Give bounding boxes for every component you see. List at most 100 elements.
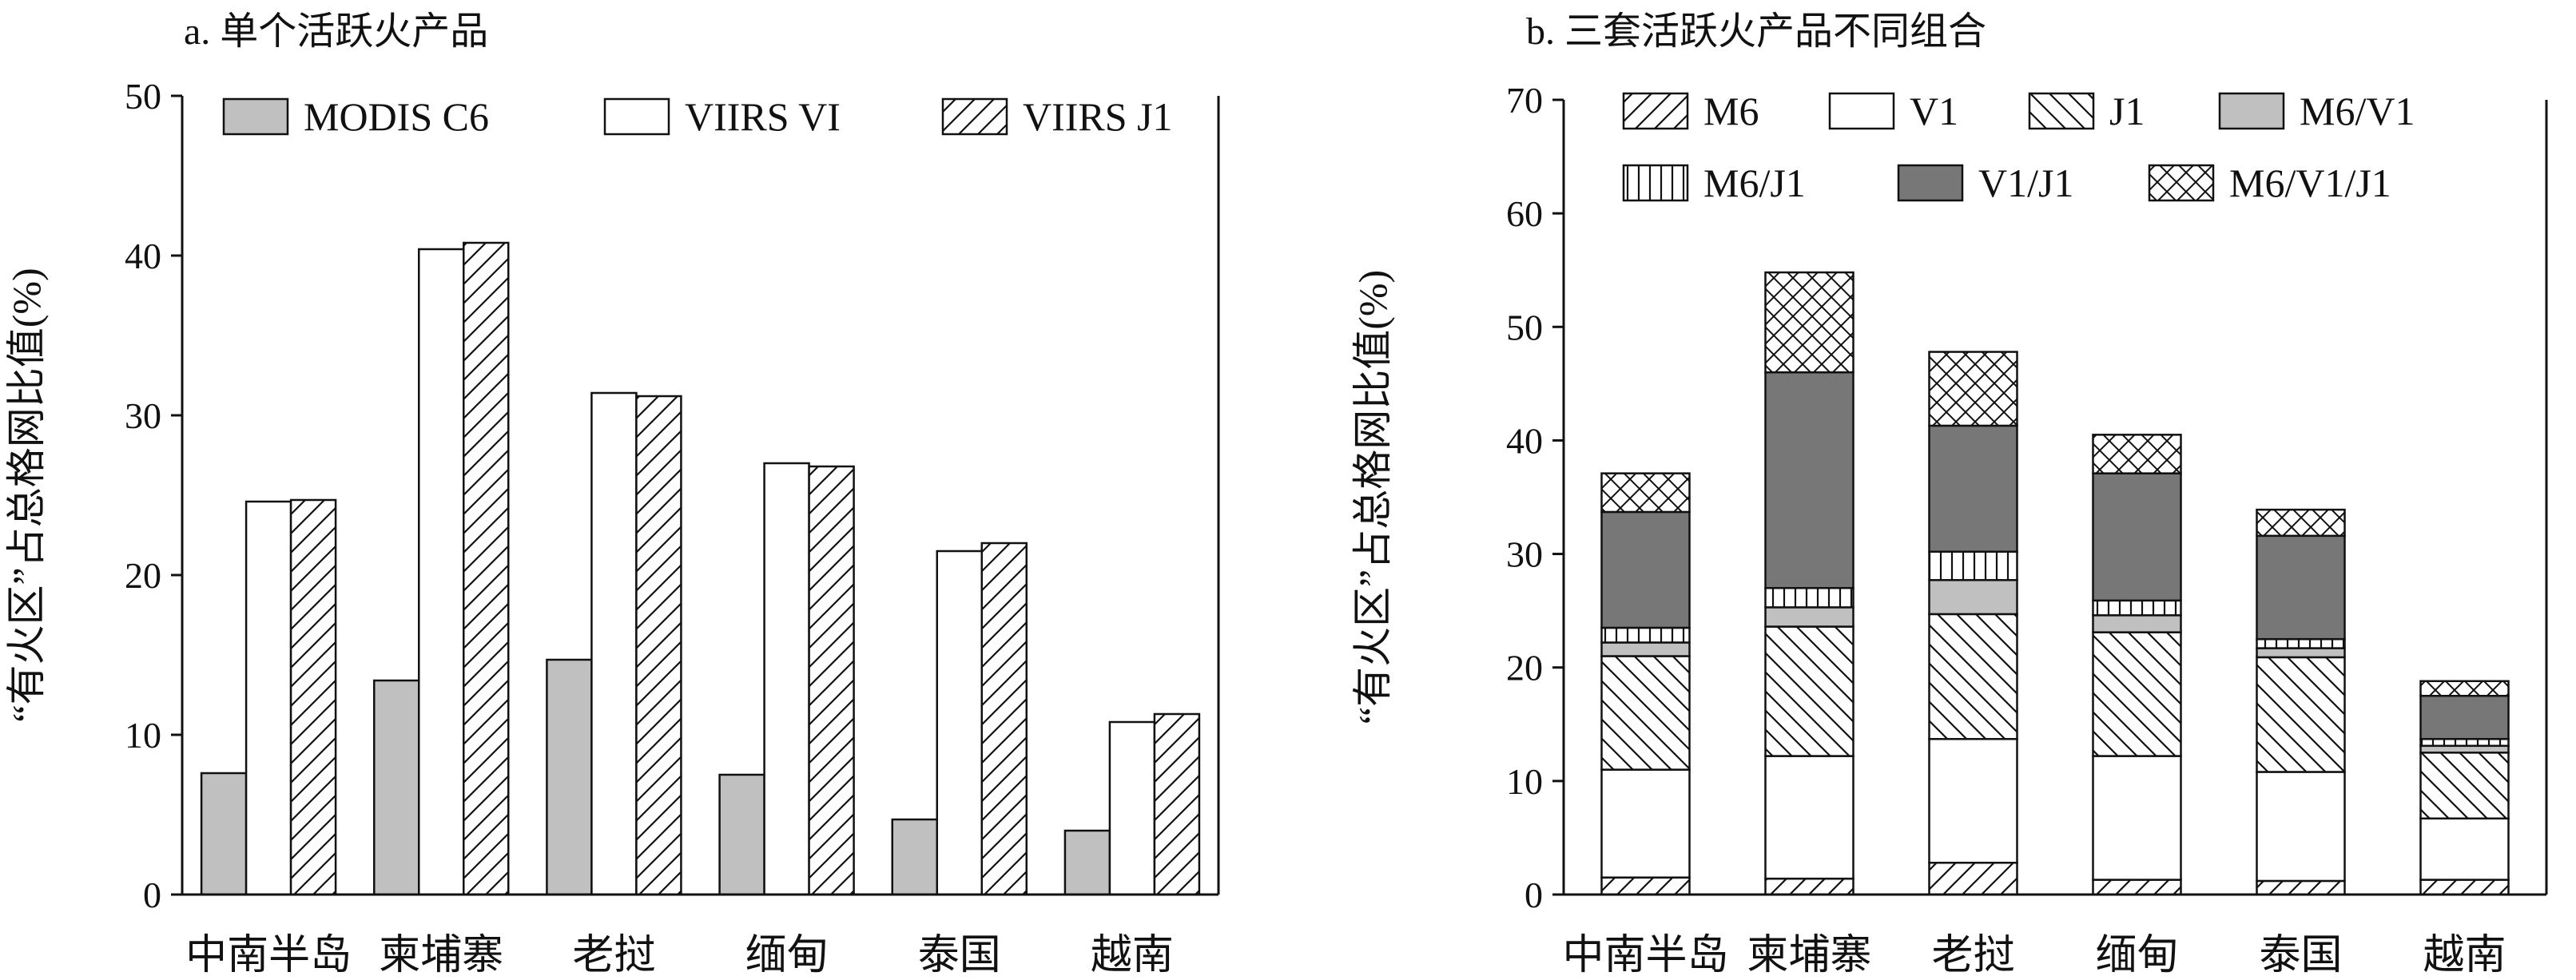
legend-swatch <box>941 97 1008 136</box>
legend-label: VIIRS J1 <box>1023 94 1173 139</box>
panel-b: b. 三套活跃火产品不同组合 0 10 20 30 40 50 60 70 中南半岛 柬埔寨 老挝 缅… <box>1350 10 2548 978</box>
bar-viirs-j1 <box>463 241 510 896</box>
y-tick-label: 10 <box>125 715 161 756</box>
stack-segment-m6-j1 <box>2092 599 2182 617</box>
bar-modis-c6 <box>891 818 938 896</box>
category-label: 越南 <box>2423 933 2506 978</box>
stack-segment-m6-v1-j1 <box>1600 472 1691 514</box>
bar-modis-c6 <box>200 772 248 896</box>
stack-segment-m6-v1-j1 <box>1764 271 1854 374</box>
legend-label: V1/J1 <box>1978 161 2073 205</box>
category-label: 柬埔寨 <box>1747 933 1871 978</box>
stack-segment-m6 <box>2092 879 2182 896</box>
category-label: 老挝 <box>1931 933 2014 978</box>
legend-label: M6/J1 <box>1703 161 1806 205</box>
bar-modis-c6 <box>373 679 420 896</box>
stack-segment-v1 <box>2092 755 2182 881</box>
stack-segment-j1 <box>1764 625 1854 757</box>
y-tick-label: 70 <box>1506 80 1543 121</box>
stack-segment-m6-j1 <box>2419 738 2510 748</box>
legend-swatch <box>1828 92 1895 130</box>
stack-segment-v1-j1 <box>1764 371 1854 589</box>
legend-label: VIIRS VI <box>685 94 841 139</box>
category-label: 中南半岛 <box>1562 933 1728 978</box>
y-tick-label: 30 <box>125 395 161 436</box>
category-label: 缅甸 <box>2095 933 2178 978</box>
bar-viirs-vi <box>763 462 810 896</box>
stack-segment-m6-j1 <box>1928 550 2018 581</box>
stack-segment-m6-v1 <box>2092 614 2182 633</box>
bar-modis-c6 <box>1063 829 1111 896</box>
category-label: 老挝 <box>572 933 655 978</box>
stack-segment-m6 <box>2419 879 2510 896</box>
bar-modis-c6 <box>546 658 593 896</box>
stack-segment-v1 <box>1928 738 2018 864</box>
y-tick-label: 10 <box>1506 761 1543 802</box>
bar-modis-c6 <box>718 773 765 896</box>
legend-swatch <box>2028 92 2095 130</box>
stack-segment-m6-v1-j1 <box>2419 680 2510 697</box>
category-label: 柬埔寨 <box>379 933 503 978</box>
y-axis-title: “有火区”占总格网比值(%) <box>4 268 49 722</box>
category-label: 泰国 <box>2259 933 2342 978</box>
bar-viirs-j1 <box>1153 712 1201 896</box>
stack-segment-v1 <box>1600 768 1691 879</box>
bar-viirs-vi <box>590 391 638 896</box>
category-label: 中南半岛 <box>185 933 352 978</box>
stack-segment-j1 <box>2419 752 2510 820</box>
stack-segment-m6-v1 <box>2256 647 2346 659</box>
bar-viirs-j1 <box>289 498 337 896</box>
category-label: 缅甸 <box>745 933 829 978</box>
legend-label: M6/V1 <box>2300 89 2415 133</box>
stack-segment-m6-v1 <box>1600 641 1691 657</box>
bar-viirs-vi <box>418 248 465 896</box>
y-tick-label: 20 <box>1506 648 1543 688</box>
legend-swatch <box>2148 164 2215 202</box>
legend-swatch <box>1622 92 1689 130</box>
stack-segment-m6-j1 <box>1764 586 1854 609</box>
y-tick-label: 50 <box>125 76 161 117</box>
stack-segment-v1 <box>2256 771 2346 883</box>
stack-segment-v1-j1 <box>2256 534 2346 641</box>
y-tick-label: 40 <box>125 236 161 276</box>
stack-segment-v1-j1 <box>1928 424 2018 553</box>
panel-a: a. 单个活跃火产品 0 10 20 30 40 50 中南半岛 柬埔寨 老挝 缅甸 泰国 越南 “有火… <box>4 10 1220 978</box>
stack-segment-m6 <box>1600 876 1691 896</box>
stack-segment-m6 <box>1928 861 2018 896</box>
stack-segment-m6-v1 <box>1928 579 2018 616</box>
stack-segment-v1-j1 <box>1600 510 1691 629</box>
legend-swatch <box>1897 164 1964 202</box>
category-label: 越南 <box>1091 933 1174 978</box>
stack-segment-m6 <box>2256 879 2346 896</box>
legend: M6 V1 J1 M6/V1 M6/J1 V1/J1 M6/V1/J1 <box>1622 89 2415 205</box>
legend-swatch <box>1622 164 1689 202</box>
y-tick-label: 0 <box>1525 875 1543 915</box>
y-tick-label: 50 <box>1506 307 1543 347</box>
legend-swatch <box>603 97 670 136</box>
legend-swatch <box>2218 92 2285 130</box>
bar-viirs-vi <box>1108 720 1156 896</box>
bar-viirs-j1 <box>808 465 855 896</box>
y-tick-label: 40 <box>1506 420 1543 461</box>
bar-viirs-vi <box>936 550 983 896</box>
y-tick-label: 30 <box>1506 534 1543 575</box>
legend-label: M6/V1/J1 <box>2229 161 2391 205</box>
stack-segment-m6 <box>1764 877 1854 896</box>
legend-label: M6 <box>1703 89 1759 133</box>
bar-viirs-j1 <box>980 542 1028 896</box>
panel-b-title: b. 三套活跃火产品不同组合 <box>1526 10 1986 53</box>
stack-segment-v1-j1 <box>2419 695 2510 740</box>
stack-segment-v1 <box>2419 817 2510 881</box>
stack-segment-m6-v1-j1 <box>2256 508 2346 538</box>
y-tick-label: 60 <box>1506 193 1543 234</box>
stack-segment-m6-v1-j1 <box>2092 434 2182 474</box>
stack-segment-m6-v1 <box>2419 744 2510 754</box>
stack-segment-m6-j1 <box>1600 626 1691 644</box>
stack-segment-v1 <box>1764 755 1854 880</box>
stack-segment-j1 <box>1928 613 2018 740</box>
bar-viirs-j1 <box>635 395 682 896</box>
stack-segment-m6-v1-j1 <box>1928 351 2018 427</box>
legend-label: J1 <box>2109 89 2145 133</box>
y-tick-label: 20 <box>125 555 161 596</box>
